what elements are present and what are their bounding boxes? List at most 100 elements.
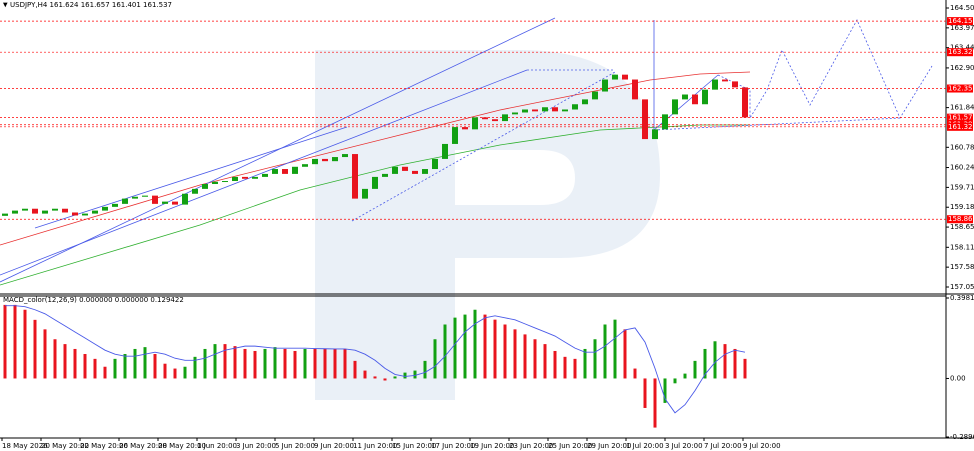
candle bbox=[482, 117, 488, 120]
candle bbox=[2, 213, 8, 216]
candle bbox=[362, 188, 368, 199]
price-level-box bbox=[947, 122, 973, 131]
x-tick-label: 23 Jun 20:00 bbox=[509, 442, 553, 450]
candle bbox=[402, 166, 408, 171]
macd-bar bbox=[423, 360, 427, 379]
x-tick-label: 9 Jun 20:00 bbox=[314, 442, 354, 450]
candle bbox=[372, 176, 378, 189]
price-level-box bbox=[947, 17, 973, 26]
candle bbox=[452, 127, 458, 144]
candle bbox=[732, 81, 738, 88]
price-level-label: 161.327 bbox=[948, 123, 974, 131]
price-level-label: 161.572 bbox=[948, 114, 974, 122]
candle bbox=[432, 158, 438, 170]
macd-bar bbox=[133, 348, 137, 379]
macd-bar bbox=[743, 358, 747, 379]
macd-bar bbox=[313, 348, 317, 379]
price-level-label: 164.150 bbox=[948, 17, 974, 25]
plot: 164.500 163.970 163.440 162.900 161.840 160.7… bbox=[0, 4, 974, 450]
macd-bar bbox=[433, 339, 437, 379]
macd-bar bbox=[153, 354, 157, 379]
macd-bar bbox=[53, 339, 57, 379]
macd-bar bbox=[563, 356, 567, 379]
macd-bar bbox=[43, 329, 47, 379]
y-tick-label: 159.180 bbox=[950, 203, 974, 211]
macd-bar bbox=[93, 358, 97, 379]
trend-line bbox=[0, 17, 556, 283]
macd-bar bbox=[273, 347, 277, 379]
macd-bar bbox=[613, 319, 617, 379]
trend-line bbox=[34, 126, 348, 229]
price-level-label: 158.860 bbox=[948, 215, 974, 223]
candle bbox=[152, 195, 158, 204]
candle bbox=[512, 112, 518, 115]
macd-bar bbox=[413, 370, 417, 379]
candle bbox=[92, 210, 98, 214]
y-tick-label: 157.050 bbox=[950, 283, 974, 291]
macd-bar bbox=[533, 339, 537, 379]
chart-title: USDJPY,H4 161.624 161.657 161.401 161.53… bbox=[10, 1, 172, 9]
x-tick-label: 29 Jun 20:00 bbox=[587, 442, 631, 450]
candle bbox=[52, 208, 58, 211]
x-tick-label: 3 Jul 20:00 bbox=[665, 442, 703, 450]
x-tick-label: 26 May 20:00 bbox=[119, 442, 167, 450]
candle bbox=[342, 154, 348, 158]
candle bbox=[392, 166, 398, 174]
macd-bar bbox=[513, 329, 517, 379]
candle bbox=[582, 99, 588, 105]
candle bbox=[382, 173, 388, 177]
candle bbox=[632, 79, 638, 100]
candle bbox=[422, 169, 428, 174]
macd-bar bbox=[593, 339, 597, 379]
x-tick-label: 9 Jul 20:00 bbox=[743, 442, 781, 450]
x-tick-label: 22 May 20:00 bbox=[80, 442, 128, 450]
price-level-box bbox=[947, 113, 973, 122]
macd-bar bbox=[443, 324, 447, 379]
candle bbox=[12, 210, 18, 214]
candle bbox=[132, 196, 138, 199]
y-tick-label: 157.580 bbox=[950, 263, 974, 271]
candle bbox=[82, 213, 88, 216]
x-tick-label: 1 Jun 20:00 bbox=[197, 442, 237, 450]
macd-bar bbox=[333, 348, 337, 379]
candle bbox=[472, 117, 478, 130]
macd-bar bbox=[303, 348, 307, 379]
macd-bar bbox=[723, 344, 727, 379]
x-tick-label: 11 Jun 20:00 bbox=[353, 442, 397, 450]
candle bbox=[182, 193, 188, 205]
candle bbox=[692, 94, 698, 105]
watermark bbox=[315, 50, 660, 400]
candle bbox=[252, 176, 258, 179]
y-tick-label: 163.970 bbox=[950, 24, 974, 32]
macd-bar bbox=[483, 314, 487, 379]
price-level-box bbox=[947, 84, 973, 93]
x-tick-label: 3 Jun 20:00 bbox=[236, 442, 276, 450]
macd-bar bbox=[123, 354, 127, 379]
macd-bar bbox=[733, 348, 737, 379]
macd-bar bbox=[643, 378, 647, 408]
macd-bar bbox=[673, 378, 677, 384]
candle bbox=[102, 206, 108, 211]
candle bbox=[262, 173, 268, 177]
moving-average-red bbox=[0, 71, 751, 246]
macd-bar bbox=[193, 356, 197, 379]
macd-bar bbox=[83, 354, 87, 379]
macd-bar bbox=[543, 344, 547, 379]
macd-signal bbox=[5, 305, 746, 414]
candle bbox=[682, 94, 688, 100]
macd-bar bbox=[693, 360, 697, 379]
candle bbox=[222, 181, 228, 183]
x-tick-label: 28 May 20:00 bbox=[158, 442, 206, 450]
x-tick-label: 18 May 2026 bbox=[2, 442, 48, 450]
macd-bar bbox=[633, 368, 637, 379]
candle bbox=[532, 109, 538, 112]
candle bbox=[212, 181, 218, 185]
candle bbox=[462, 127, 468, 130]
macd-bar bbox=[213, 344, 217, 379]
candle bbox=[162, 201, 168, 204]
macd-bar bbox=[553, 350, 557, 379]
candle bbox=[722, 79, 728, 82]
macd-bar bbox=[713, 341, 717, 379]
candle bbox=[552, 107, 558, 112]
macd-bar bbox=[293, 350, 297, 379]
